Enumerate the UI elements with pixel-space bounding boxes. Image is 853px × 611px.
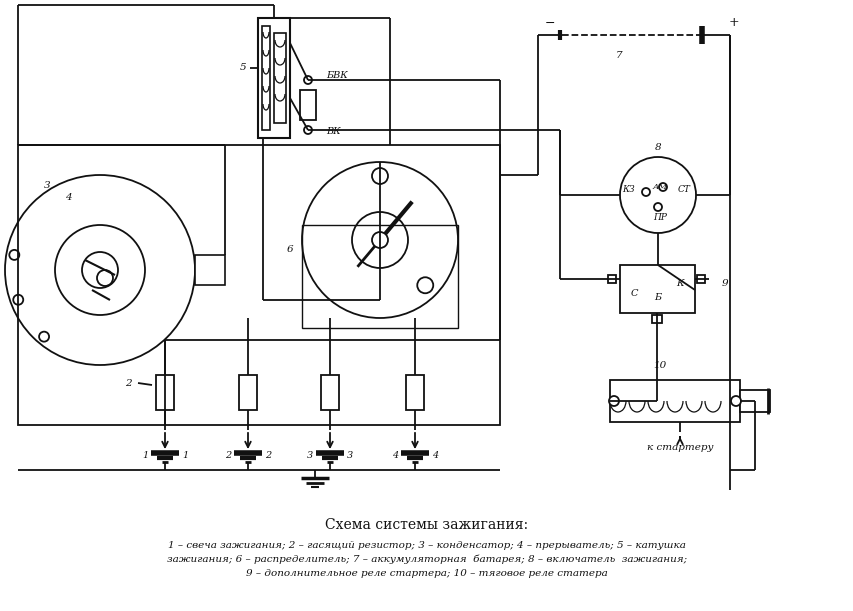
Circle shape [372,232,387,248]
Text: −: − [544,16,554,29]
Text: 4: 4 [65,194,72,202]
Text: 3: 3 [44,180,50,189]
Circle shape [14,295,23,305]
Text: 5: 5 [240,64,246,73]
Text: +: + [728,16,739,29]
Text: 9: 9 [721,279,728,288]
Text: КЗ: КЗ [621,186,634,194]
Text: 6: 6 [287,246,293,255]
Text: 2: 2 [224,450,231,459]
Bar [405,375,423,410]
Circle shape [97,270,113,286]
Circle shape [9,250,20,260]
Bar [607,275,615,283]
Text: 4: 4 [392,450,397,459]
Circle shape [730,396,740,406]
Text: С: С [630,288,637,298]
Text: ПР: ПР [653,213,666,222]
Circle shape [304,126,311,134]
Text: 7: 7 [615,51,622,59]
Text: 4: 4 [432,450,438,459]
Text: К: К [676,279,683,288]
Bar [274,33,286,123]
Circle shape [372,168,387,184]
Circle shape [608,396,618,406]
Text: 2: 2 [125,378,131,387]
Bar [299,90,316,120]
Circle shape [39,332,49,342]
Bar [156,375,174,410]
Circle shape [304,76,311,84]
Text: 1: 1 [182,450,188,459]
Bar [619,265,694,313]
Bar [239,375,257,410]
Bar [262,26,270,130]
Bar [696,275,705,283]
Text: СТ: СТ [676,186,689,194]
Text: зажигания; 6 – распределитель; 7 – аккумуляторная  батарея; 8 – включатель  зажи: зажигания; 6 – распределитель; 7 – аккум… [166,554,687,564]
Text: 8: 8 [654,142,660,152]
Text: 2: 2 [264,450,270,459]
Text: Б: Б [653,293,661,301]
Text: 1: 1 [142,450,148,459]
Bar [194,255,224,285]
Text: 9 – дополнительное реле стартера; 10 – тяговое реле статера: 9 – дополнительное реле стартера; 10 – т… [246,568,607,577]
Text: 3: 3 [346,450,352,459]
Circle shape [417,277,432,293]
Bar [302,225,457,328]
Text: БВК: БВК [326,71,347,81]
Text: к стартеру: к стартеру [646,442,712,452]
Text: АМ: АМ [652,183,667,191]
Text: ВК: ВК [326,128,340,136]
Bar [740,390,769,412]
Bar [258,18,290,138]
Bar [18,145,499,425]
Bar [609,380,740,422]
Text: 1 – свеча зажигания; 2 – гасящий резистор; 3 – конденсатор; 4 – прерыватель; 5 –: 1 – свеча зажигания; 2 – гасящий резисто… [168,541,685,549]
Bar [321,375,339,410]
Text: Схема системы зажигания:: Схема системы зажигания: [325,518,528,532]
Text: 10: 10 [653,362,666,370]
Bar [651,315,661,323]
Text: 3: 3 [306,450,313,459]
